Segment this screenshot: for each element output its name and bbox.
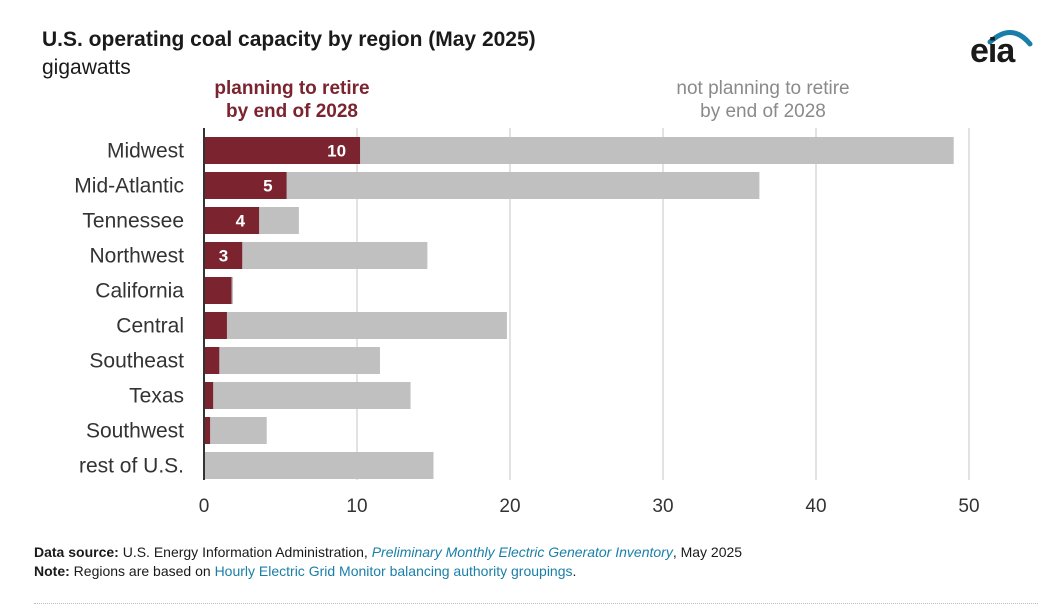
legend-retire-line1: planning to retire — [214, 78, 369, 99]
bar-retire — [204, 137, 361, 164]
x-tick-label: 10 — [346, 496, 367, 517]
category-label: California — [95, 280, 184, 303]
category-labels: Midwest Mid-Atlantic Tennessee Northwest Cal… — [74, 140, 184, 478]
bar-not-retire — [242, 242, 428, 269]
data-source-label: Data source: — [34, 544, 119, 560]
bar-retire — [204, 172, 287, 199]
logo-text: eia — [970, 32, 1015, 70]
bar-value-label: 10 — [327, 142, 346, 161]
category-label: rest of U.S. — [79, 455, 184, 478]
x-tick-labels: 0 10 20 30 40 50 — [199, 496, 980, 517]
legend-retire-line2: by end of 2028 — [226, 101, 358, 122]
bar-value-label: 5 — [263, 177, 272, 196]
bar-retire — [204, 382, 214, 409]
footer-divider — [34, 603, 1038, 604]
note-link[interactable]: Hourly Electric Grid Monitor balancing a… — [214, 563, 573, 579]
x-tick-label: 40 — [805, 496, 826, 517]
x-tick-label: 0 — [199, 496, 210, 517]
category-label: Southwest — [86, 420, 184, 443]
bars — [204, 137, 954, 479]
legend-not-retire-line1: not planning to retire — [676, 78, 849, 99]
bar-not-retire — [259, 207, 299, 234]
note-end: . — [572, 563, 577, 579]
bar-value-label: 3 — [219, 247, 228, 266]
bar-not-retire — [204, 452, 434, 479]
note-label: Note: — [34, 563, 70, 579]
x-tick-label: 30 — [652, 496, 673, 517]
bar-not-retire — [286, 172, 760, 199]
bar-retire — [204, 277, 232, 304]
bar-not-retire — [360, 137, 954, 164]
bar-not-retire — [210, 417, 267, 444]
category-label: Central — [116, 315, 184, 338]
category-label: Northwest — [89, 245, 184, 268]
x-tick-label: 50 — [958, 496, 979, 517]
data-source-text: U.S. Energy Information Administration, — [122, 544, 368, 560]
data-source-link[interactable]: Preliminary Monthly Electric Generator I… — [371, 544, 673, 560]
legend-not-retire-line2: by end of 2028 — [700, 101, 826, 122]
bar-retire — [204, 242, 243, 269]
category-label: Texas — [129, 385, 184, 408]
note-text: Regions are based on — [73, 563, 211, 579]
bar-retire — [204, 207, 260, 234]
bar-not-retire — [226, 312, 507, 339]
chart-subtitle: gigawatts — [42, 56, 131, 79]
bar-retire — [204, 312, 227, 339]
bar-not-retire — [213, 382, 411, 409]
bar-not-retire — [219, 347, 380, 374]
category-label: Midwest — [107, 140, 184, 163]
bar-retire — [204, 417, 211, 444]
bar-retire — [204, 347, 220, 374]
logo-arc-icon — [987, 30, 1033, 47]
bar-chart: 10 543 Midwest Mid-Atlantic Tennessee Northw… — [74, 78, 980, 517]
category-label: Southeast — [89, 350, 184, 373]
regions-note: Note: Regions are based on Hourly Electr… — [34, 563, 576, 579]
bar-not-retire — [231, 277, 234, 304]
eia-logo[interactable]: eia — [970, 22, 1036, 70]
data-source-note: Data source: U.S. Energy Information Adm… — [34, 544, 742, 560]
category-label: Mid-Atlantic — [74, 175, 184, 198]
chart-title: U.S. operating coal capacity by region (… — [42, 28, 536, 51]
data-source-date: , May 2025 — [672, 544, 743, 560]
bar-value-labels: 10 543 — [219, 142, 346, 266]
x-tick-label: 20 — [499, 496, 520, 517]
category-label: Tennessee — [82, 210, 184, 233]
bar-value-label: 4 — [236, 212, 246, 231]
